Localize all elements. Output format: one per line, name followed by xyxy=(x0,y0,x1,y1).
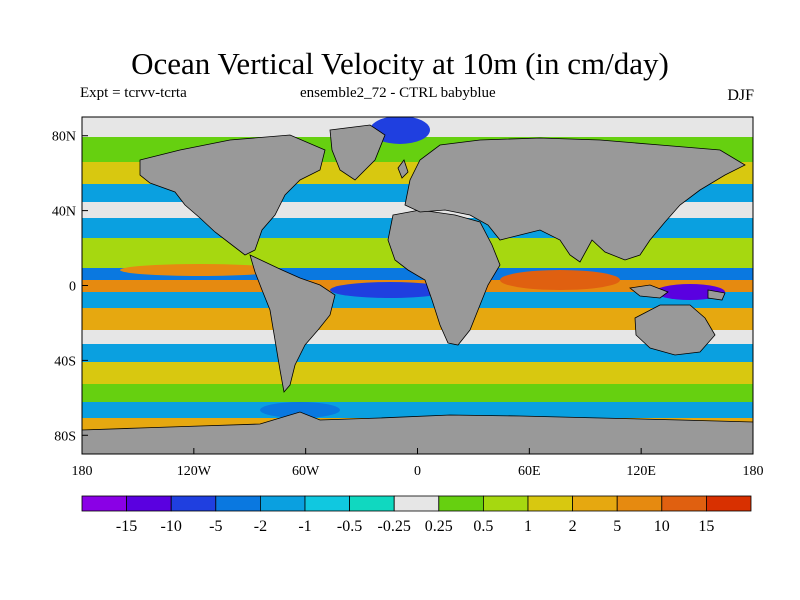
lon-tick-label: 180 xyxy=(72,464,93,479)
lon-tick-label: 120W xyxy=(177,464,212,479)
lat-tick-label: 80S xyxy=(54,429,76,444)
longitude-axis: 180 120W 60W 0 60E 120E 180 xyxy=(72,448,764,479)
season-label: DJF xyxy=(727,87,754,104)
colorbar-swatch xyxy=(126,495,172,512)
colorbar-swatch xyxy=(259,495,306,512)
lat-tick-label: 40S xyxy=(54,354,76,369)
colorbar-swatch xyxy=(482,495,529,512)
experiment-label: Expt = tcrvv-tcrta xyxy=(80,85,187,101)
colorbar-swatch xyxy=(661,495,707,512)
latitude-axis: 80N 40N 0 40S 80S xyxy=(52,130,88,444)
colorbar-label: 0.5 xyxy=(473,518,493,535)
colorbar-label: 15 xyxy=(698,518,714,535)
colorbar-swatch xyxy=(81,495,127,512)
colorbar-swatch xyxy=(349,495,395,512)
ensemble-label: ensemble2_72 - CTRL babyblue xyxy=(300,85,496,101)
colorbar-label: -1 xyxy=(298,518,311,535)
chart-title: Ocean Vertical Velocity at 10m (in cm/da… xyxy=(131,46,669,81)
colorbar-swatch xyxy=(438,495,484,512)
colorbar-label: 5 xyxy=(613,518,621,535)
colorbar-swatch xyxy=(393,495,440,512)
map-area xyxy=(82,117,753,454)
colorbar-label: 1 xyxy=(524,518,532,535)
lon-tick-label: 120E xyxy=(626,464,656,479)
colorbar-label: 10 xyxy=(654,518,670,535)
colorbar-label: -5 xyxy=(209,518,222,535)
colorbar-swatch xyxy=(616,495,663,512)
colorbar-label: -0.5 xyxy=(337,518,362,535)
lat-tick-label: 0 xyxy=(69,280,76,295)
lon-tick-label: 60E xyxy=(518,464,541,479)
lon-tick-label: 180 xyxy=(743,464,764,479)
land-masses xyxy=(82,124,753,454)
colorbar-swatch xyxy=(304,495,350,512)
colorbar-swatch xyxy=(527,495,573,512)
lon-tick-label: 60W xyxy=(292,464,320,479)
colorbar-label: -2 xyxy=(254,518,267,535)
colorbar-label: -15 xyxy=(116,518,137,535)
lat-tick-label: 40N xyxy=(52,205,76,220)
colorbar-swatch xyxy=(215,495,261,512)
lon-tick-label: 0 xyxy=(414,464,421,479)
colorbar-swatch xyxy=(706,495,752,512)
lat-tick-label: 80N xyxy=(52,130,76,145)
colorbar-label: 0.25 xyxy=(425,518,453,535)
colorbar: -15 -10 -5 -2 -1 -0.5 -0.25 0.25 0.5 1 2 5 10 15 xyxy=(81,495,752,535)
colorbar-label: -0.25 xyxy=(378,518,411,535)
colorbar-label: 2 xyxy=(569,518,577,535)
colorbar-swatch xyxy=(572,495,618,512)
colorbar-label: -10 xyxy=(161,518,182,535)
colorbar-swatch xyxy=(170,495,217,512)
